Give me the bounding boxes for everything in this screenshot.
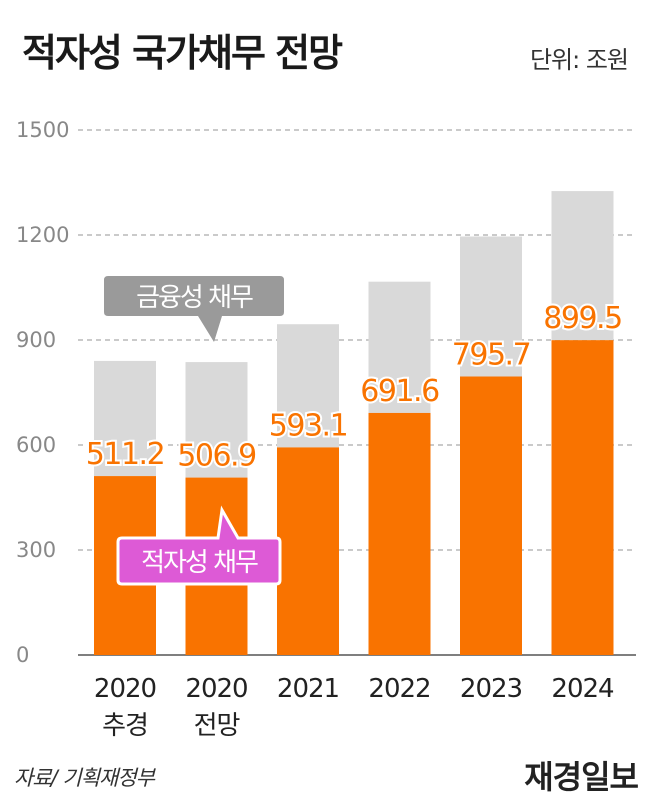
y-tick-label: 900 — [16, 328, 56, 352]
y-tick-label: 0 — [16, 643, 29, 667]
deficit-debt-bar — [277, 447, 339, 655]
financial-debt-bar — [94, 360, 156, 477]
data-label: 593.1 — [269, 408, 347, 443]
data-label: 511.2 — [86, 437, 164, 472]
financial-debt-bar — [460, 236, 522, 377]
source-note: 자료/ 기획재정부 — [14, 766, 155, 790]
brand-logo: 재경일보 — [524, 758, 639, 796]
data-label: 691.6 — [360, 374, 439, 409]
x-tick-label: 추경 — [102, 711, 148, 741]
y-tick-label: 600 — [16, 433, 56, 457]
deficit-debt-bar — [460, 376, 522, 655]
financial-debt-callout: 금융성 채무 — [104, 276, 284, 342]
deficit-debt-bar — [551, 340, 614, 655]
data-label: 795.7 — [452, 338, 530, 373]
y-tick-label: 300 — [16, 538, 56, 562]
x-tick-label: 2023 — [460, 674, 522, 704]
financial-debt-callout-label: 금융성 채무 — [136, 283, 253, 313]
x-tick-label: 2020 — [185, 674, 247, 704]
financial-debt-bar — [185, 362, 248, 478]
data-label: 899.5 — [543, 301, 621, 336]
x-tick-label: 전망 — [194, 711, 240, 741]
deficit-debt-callout-label: 적자성 채무 — [141, 548, 258, 578]
y-tick-label: 1500 — [16, 118, 69, 142]
y-tick-label: 1200 — [16, 223, 69, 247]
unit-label: 단위: 조원 — [529, 46, 629, 74]
page-title: 적자성 국가채무 전망 — [22, 31, 343, 75]
data-label: 506.9 — [177, 439, 255, 474]
x-tick-label: 2024 — [551, 674, 614, 704]
deficit-debt-bar — [368, 412, 431, 655]
x-tick-label: 2021 — [277, 674, 339, 704]
x-tick-label: 2022 — [368, 674, 430, 704]
financial-debt-bar — [277, 324, 339, 448]
deficit-debt-callout: 적자성 채무 — [116, 505, 282, 586]
financial-debt-bar — [551, 191, 614, 341]
financial-debt-bar — [368, 281, 431, 413]
x-tick-label: 2020 — [94, 674, 156, 704]
